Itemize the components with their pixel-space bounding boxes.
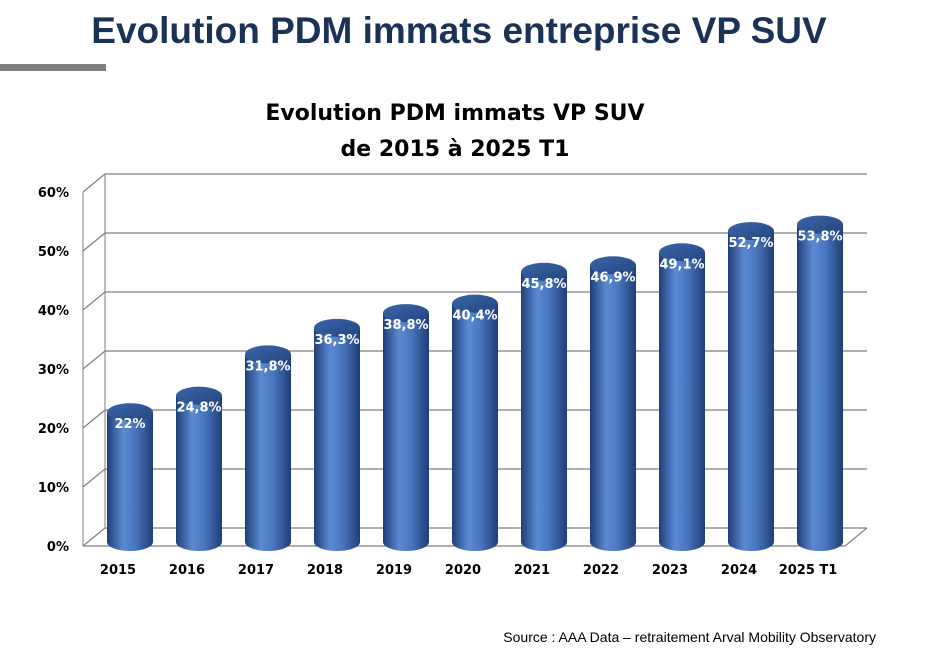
bar-layer (107, 215, 843, 551)
bar-2019 (383, 304, 429, 551)
bar-cap (107, 403, 153, 422)
bar-2022 (590, 256, 636, 551)
y-tick-label: 20% (38, 422, 69, 437)
source-note: Source : AAA Data – retraitement Arval M… (503, 629, 876, 645)
bar-cap (452, 294, 498, 313)
bar-2015 (107, 403, 153, 551)
data-label: 36,3% (314, 333, 359, 348)
bar-body (590, 265, 636, 551)
y-tick-label: 40% (38, 304, 69, 319)
chart-title: Evolution PDM immats VP SUV de 2015 à 20… (190, 96, 720, 168)
bar-2017 (245, 345, 291, 551)
x-tick-label: 2019 (376, 563, 412, 578)
bar-body (245, 354, 291, 551)
data-label: 49,1% (659, 257, 704, 272)
bar-2023 (659, 243, 705, 551)
chart-title-line-1: Evolution PDM immats VP SUV (265, 101, 645, 126)
x-tick-label: 2021 (514, 563, 550, 578)
bar-cap (659, 243, 705, 262)
bar-cap (521, 262, 567, 281)
y-tick-label: 50% (38, 245, 69, 260)
chart-title-line-2: de 2015 à 2025 T1 (340, 137, 570, 162)
label-layer: 0% 10% 20% 30% 40% 50% 60% 22% 2015 24,8% 2016 31,8… (38, 186, 843, 578)
bar-body (383, 313, 429, 551)
y-tick-label: 60% (38, 186, 69, 201)
data-label: 52,7% (728, 236, 773, 251)
bar-cap (797, 215, 843, 234)
bar-body (797, 224, 843, 551)
gridline (82, 232, 867, 252)
bar-body (659, 252, 705, 551)
bar-2025-T1 (797, 215, 843, 551)
x-tick-label: 2020 (445, 563, 481, 578)
bar-body (728, 231, 774, 551)
page-title: Evolution PDM immats entreprise VP SUV (91, 10, 827, 51)
x-tick-label: 2023 (652, 563, 688, 578)
bar-2020 (452, 294, 498, 551)
y-tick-label: 10% (38, 481, 69, 496)
data-label: 40,4% (452, 309, 497, 324)
x-tick-label: 2015 (100, 563, 136, 578)
bar-cap (590, 256, 636, 275)
bar-body (521, 271, 567, 551)
data-label: 45,8% (521, 277, 566, 292)
x-tick-label: 2022 (583, 563, 619, 578)
bar-cap (314, 318, 360, 337)
gridline (82, 173, 867, 193)
data-label: 31,8% (245, 359, 290, 374)
title-underline (0, 64, 106, 71)
x-tick-label: 2018 (307, 563, 343, 578)
y-tick-label: 30% (38, 363, 69, 378)
bar-body (452, 303, 498, 551)
x-tick-label: 2025 T1 (779, 563, 838, 578)
grid-layer (82, 173, 868, 547)
bar-body (107, 412, 153, 551)
x-tick-label: 2016 (169, 563, 205, 578)
bar-2018 (314, 318, 360, 551)
bar-2016 (176, 386, 222, 551)
bar-cap (176, 386, 222, 405)
data-label: 24,8% (176, 401, 221, 416)
bar-body (176, 395, 222, 551)
data-label: 46,9% (590, 270, 635, 285)
bar-2024 (728, 222, 774, 551)
bar-body (314, 327, 360, 551)
data-label: 38,8% (383, 318, 428, 333)
bar-cap (245, 345, 291, 364)
data-label: 22% (114, 417, 145, 432)
data-label: 53,8% (797, 230, 842, 245)
bar-cap (728, 222, 774, 241)
x-tick-label: 2024 (721, 563, 757, 578)
bar-2021 (521, 262, 567, 551)
x-tick-label: 2017 (238, 563, 274, 578)
y-tick-label: 0% (47, 540, 69, 555)
bar-cap (383, 304, 429, 323)
